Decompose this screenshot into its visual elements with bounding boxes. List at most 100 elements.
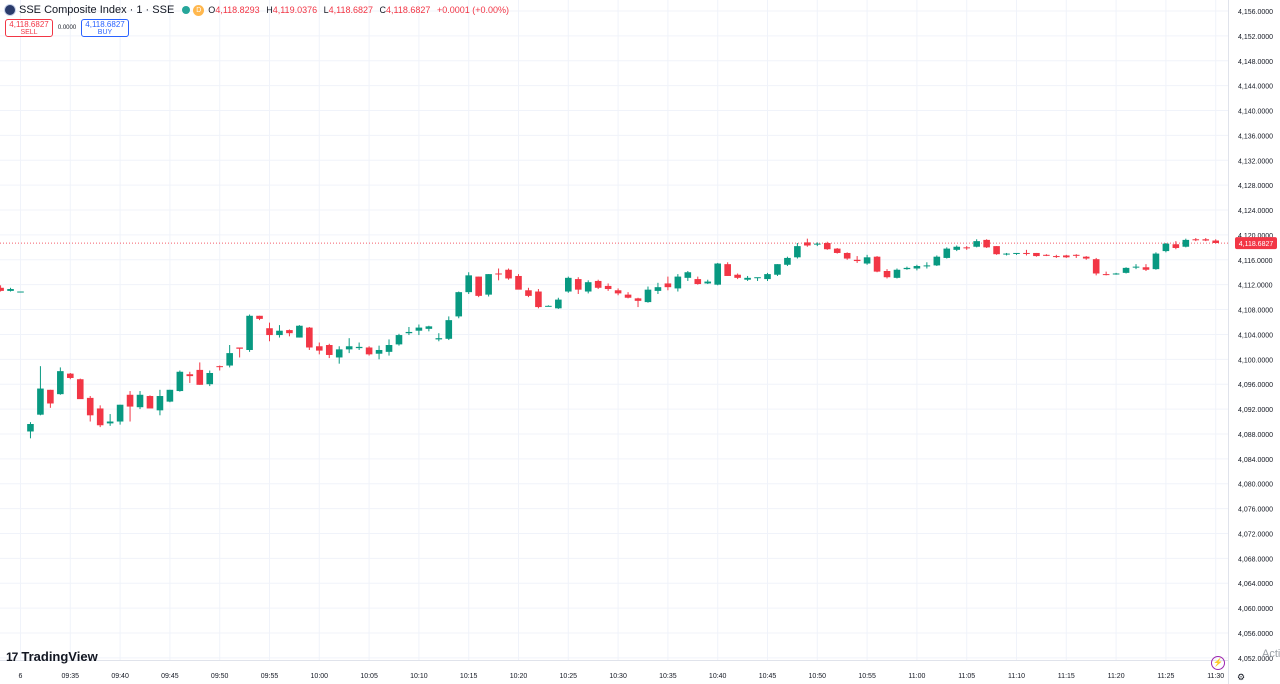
candle bbox=[604, 283, 612, 291]
candle-body bbox=[863, 257, 871, 264]
candle bbox=[1013, 252, 1020, 255]
candle-body bbox=[983, 239, 990, 248]
candle bbox=[694, 276, 702, 285]
candle bbox=[1152, 252, 1160, 270]
candle bbox=[853, 256, 861, 263]
x-tick-label: 09:55 bbox=[261, 673, 279, 680]
candle-body bbox=[1043, 254, 1050, 256]
candle-body bbox=[27, 424, 34, 432]
candle bbox=[106, 414, 114, 426]
candle-body bbox=[415, 327, 423, 331]
lightning-icon[interactable]: ⚡ bbox=[1211, 656, 1225, 670]
candle-body bbox=[206, 373, 214, 385]
candle bbox=[963, 246, 970, 250]
candle bbox=[923, 262, 931, 269]
candle bbox=[903, 266, 911, 270]
candle-body bbox=[624, 294, 632, 298]
candle-body bbox=[465, 275, 472, 293]
candle-body bbox=[375, 349, 383, 354]
candle-body bbox=[276, 330, 283, 336]
candle-body bbox=[754, 277, 761, 279]
candle-body bbox=[973, 241, 980, 247]
candle-body bbox=[1033, 252, 1040, 257]
open-label: O bbox=[208, 5, 216, 15]
candle bbox=[37, 366, 44, 416]
y-tick-label: 4,156.0000 bbox=[1238, 9, 1273, 16]
candle bbox=[146, 395, 154, 409]
low-value: 4,118.6827 bbox=[328, 5, 374, 15]
candle bbox=[76, 378, 84, 400]
candle bbox=[445, 316, 453, 341]
candle bbox=[246, 314, 253, 352]
x-tick-label: 10:25 bbox=[560, 673, 578, 680]
last-price-label: 4,118.6827 bbox=[1239, 241, 1274, 248]
candle-body bbox=[1192, 239, 1200, 241]
candle-body bbox=[843, 252, 851, 259]
buy-button[interactable]: 4,118.6827 BUY bbox=[81, 19, 129, 37]
close-value: 4,118.6827 bbox=[386, 5, 431, 15]
candle-body bbox=[644, 289, 652, 303]
y-tick-label: 4,072.0000 bbox=[1238, 531, 1273, 538]
candle bbox=[734, 273, 741, 280]
candle bbox=[993, 246, 1000, 255]
candle-body bbox=[515, 275, 522, 290]
open-value: 4,118.8293 bbox=[215, 5, 260, 15]
candle bbox=[256, 315, 263, 321]
candle bbox=[465, 272, 472, 295]
candle-body bbox=[883, 270, 891, 278]
market-status-icon[interactable] bbox=[182, 6, 191, 14]
candle-body bbox=[923, 265, 931, 267]
y-tick-label: 4,052.0000 bbox=[1238, 656, 1273, 663]
candle-body bbox=[1182, 239, 1190, 247]
candle bbox=[913, 264, 921, 271]
candle bbox=[744, 275, 751, 281]
high-value: 4,119.0376 bbox=[272, 5, 318, 15]
candle-body bbox=[435, 338, 443, 340]
candle-body bbox=[146, 396, 154, 409]
candle-body bbox=[385, 345, 393, 352]
candle bbox=[714, 262, 721, 286]
candle bbox=[1053, 254, 1060, 258]
candle-body bbox=[734, 274, 741, 278]
candle bbox=[505, 268, 512, 280]
sell-button[interactable]: 4,118.6827 SELL bbox=[5, 19, 53, 37]
candle bbox=[375, 345, 383, 360]
candle bbox=[96, 405, 104, 428]
high-label: H bbox=[266, 5, 273, 15]
tradingview-logo[interactable]: 17 TradingView bbox=[6, 649, 98, 664]
gear-icon[interactable]: ⚙ bbox=[1237, 672, 1246, 682]
candle-body bbox=[365, 347, 373, 355]
candle bbox=[1182, 238, 1190, 248]
candle bbox=[495, 268, 502, 281]
candle bbox=[804, 238, 811, 247]
candle-body bbox=[116, 404, 124, 422]
candle-body bbox=[714, 263, 721, 285]
candle bbox=[226, 345, 233, 368]
candle bbox=[1142, 264, 1150, 271]
sell-label: SELL bbox=[20, 29, 38, 36]
y-tick-label: 4,116.0000 bbox=[1238, 258, 1273, 265]
tradingview-logo-icon: 17 bbox=[6, 649, 18, 664]
symbol-title[interactable]: SSE Composite Index · 1 · SSE bbox=[19, 4, 175, 16]
candle bbox=[973, 239, 980, 248]
trade-panel: 4,118.6827 SELL 0.0000 4,118.6827 BUY bbox=[5, 19, 129, 37]
candle bbox=[833, 247, 841, 254]
candle-body bbox=[37, 388, 44, 415]
buy-label: BUY bbox=[97, 29, 113, 36]
candle-body bbox=[953, 246, 961, 250]
candle bbox=[863, 254, 871, 265]
candle-body bbox=[495, 273, 502, 275]
candle bbox=[614, 288, 622, 296]
candle-body bbox=[814, 243, 821, 245]
candle-body bbox=[236, 347, 243, 349]
x-tick-label: 10:55 bbox=[858, 673, 876, 680]
candle-body bbox=[345, 346, 353, 350]
candle bbox=[624, 292, 632, 299]
y-tick-label: 4,136.0000 bbox=[1238, 133, 1273, 140]
data-type-badge[interactable]: D bbox=[193, 4, 205, 16]
y-tick-label: 4,152.0000 bbox=[1238, 34, 1273, 41]
candle bbox=[644, 286, 652, 303]
y-tick-label: 4,084.0000 bbox=[1238, 457, 1273, 464]
x-tick-label: 09:50 bbox=[211, 673, 229, 680]
